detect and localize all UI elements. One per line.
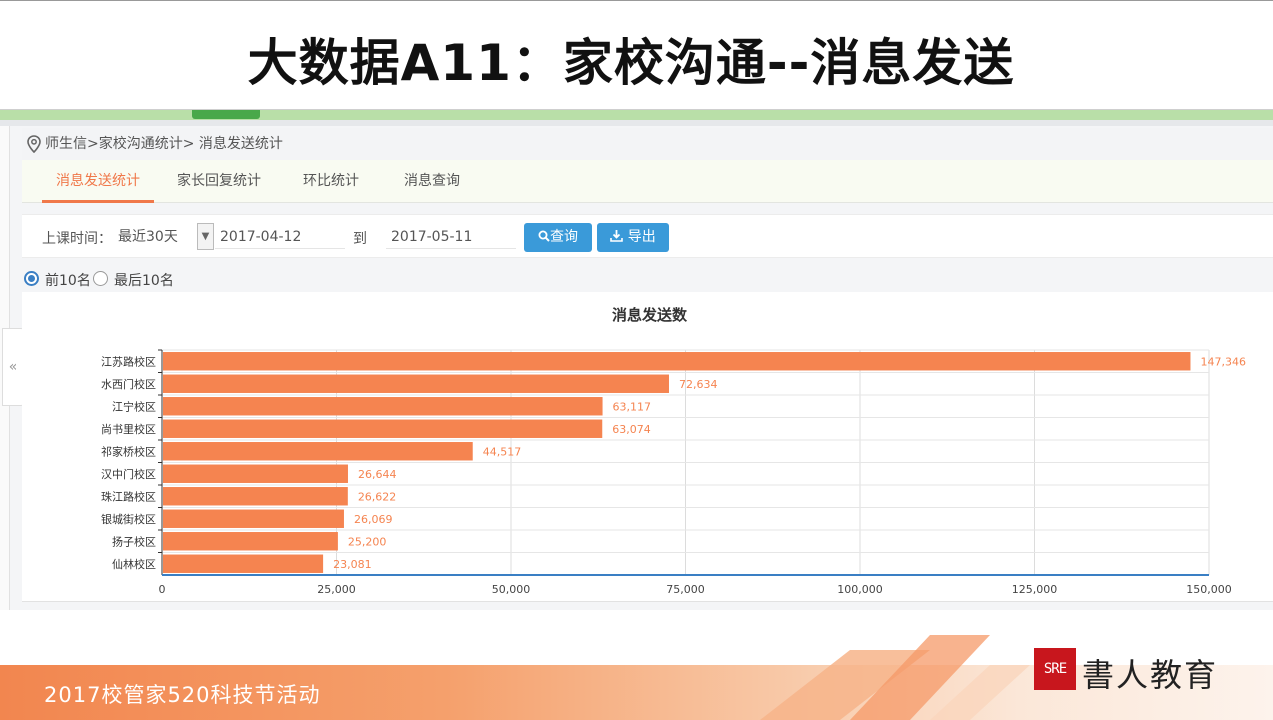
filter-bar: 上课时间： 最近30天 ▼ 2017-04-12 到 2017-05-11 查询… (22, 214, 1273, 258)
data-label: 63,074 (612, 423, 651, 436)
bar (163, 374, 669, 393)
tab-bar: 消息发送统计 家长回复统计 环比统计 消息查询 (22, 160, 1273, 203)
x-tick-label: 100,000 (837, 583, 883, 596)
query-button[interactable]: 查询 (524, 223, 592, 252)
bottom10-radio[interactable] (93, 271, 108, 286)
date-range-select[interactable]: 最近30天 (118, 229, 178, 245)
class-time-label: 上课时间： (42, 231, 112, 247)
data-label: 26,622 (358, 490, 397, 503)
category-label: 汉中门校区 (101, 467, 156, 481)
data-label: 63,117 (613, 400, 652, 413)
tab-message-query[interactable]: 消息查询 (404, 173, 460, 189)
top-nav-strip (0, 110, 1273, 120)
event-text: 2017校管家520科技节活动 (44, 683, 321, 707)
date-to-label: 到 (353, 231, 367, 247)
slide-title-bar: 大数据A11：家校沟通--消息发送 (0, 0, 1273, 110)
brand-logo-mark: SRE (1034, 648, 1076, 690)
data-label: 147,346 (1200, 355, 1246, 368)
export-button[interactable]: 导出 (597, 223, 669, 252)
x-tick-label: 125,000 (1012, 583, 1058, 596)
category-label: 江苏路校区 (101, 354, 156, 368)
x-tick-label: 75,000 (666, 583, 705, 596)
bar (163, 554, 324, 573)
data-label: 72,634 (679, 378, 718, 391)
bar (163, 442, 473, 461)
breadcrumb: 师生信>家校沟通统计> 消息发送统计 (22, 128, 1273, 160)
end-date-input[interactable]: 2017-05-11 (386, 225, 516, 249)
header-divider (0, 120, 1273, 126)
tab-message-send-stats[interactable]: 消息发送统计 (42, 160, 154, 203)
app-screenshot: « 师生信>家校沟通统计> 消息发送统计 消息发送统计 家长回复统计 环比统计 … (0, 110, 1273, 610)
slide-title: 大数据A11：家校沟通--消息发送 (247, 34, 1015, 92)
footer-decoration (760, 635, 1030, 720)
category-label: 祁家桥校区 (101, 444, 156, 458)
bottom10-label: 最后10名 (114, 273, 174, 289)
location-pin-icon (27, 135, 41, 153)
category-label: 江宁校区 (112, 399, 156, 413)
tab-parent-reply-stats[interactable]: 家长回复统计 (177, 173, 261, 189)
category-label: 珠江路校区 (101, 489, 156, 503)
top-nav-button[interactable] (192, 110, 260, 119)
category-label: 仙林校区 (112, 557, 156, 571)
x-tick-label: 25,000 (317, 583, 356, 596)
category-label: 水西门校区 (101, 377, 156, 391)
bar (163, 352, 1191, 371)
bar (163, 487, 348, 506)
category-label: 尚书里校区 (101, 422, 156, 436)
category-label: 扬子校区 (112, 534, 156, 548)
data-label: 26,069 (354, 513, 393, 526)
category-label: 银城街校区 (101, 512, 156, 526)
top10-radio[interactable] (24, 271, 39, 286)
bar (163, 509, 344, 528)
download-icon (610, 230, 624, 242)
slide-footer: 2017校管家520科技节活动 SRE 書人教育 (0, 610, 1273, 720)
query-button-label: 查询 (550, 229, 578, 245)
bar (163, 419, 603, 438)
x-tick-label: 0 (159, 583, 166, 596)
data-label: 25,200 (348, 535, 387, 548)
data-label: 44,517 (483, 445, 521, 458)
bar-chart: 消息发送数 0 25,000 50,000 75,000 100,000 125,000 15… (101, 306, 1246, 596)
top10-label: 前10名 (45, 273, 91, 289)
bar (163, 397, 603, 416)
breadcrumb-path: 师生信>家校沟通统计> 消息发送统计 (45, 136, 283, 152)
brand-logo-name: 書人教育 (1082, 656, 1219, 694)
chart-title: 消息发送数 (612, 306, 688, 324)
data-label: 23,081 (333, 558, 372, 571)
export-button-label: 导出 (627, 229, 656, 245)
chart-panel: 消息发送数 0 25,000 50,000 75,000 100,000 125,000 15… (22, 292, 1273, 602)
search-icon (538, 230, 550, 242)
x-tick-label: 150,000 (1186, 583, 1232, 596)
start-date-input[interactable]: 2017-04-12 (215, 225, 345, 249)
bar (163, 532, 338, 551)
double-chevron-left-icon: « (8, 359, 18, 375)
data-label: 26,644 (358, 468, 397, 481)
x-tick-label: 50,000 (492, 583, 531, 596)
bar (163, 464, 348, 483)
tab-period-comparison[interactable]: 环比统计 (303, 173, 359, 189)
collapse-sidebar-button[interactable]: « (2, 328, 24, 406)
chevron-down-icon[interactable]: ▼ (197, 223, 214, 250)
